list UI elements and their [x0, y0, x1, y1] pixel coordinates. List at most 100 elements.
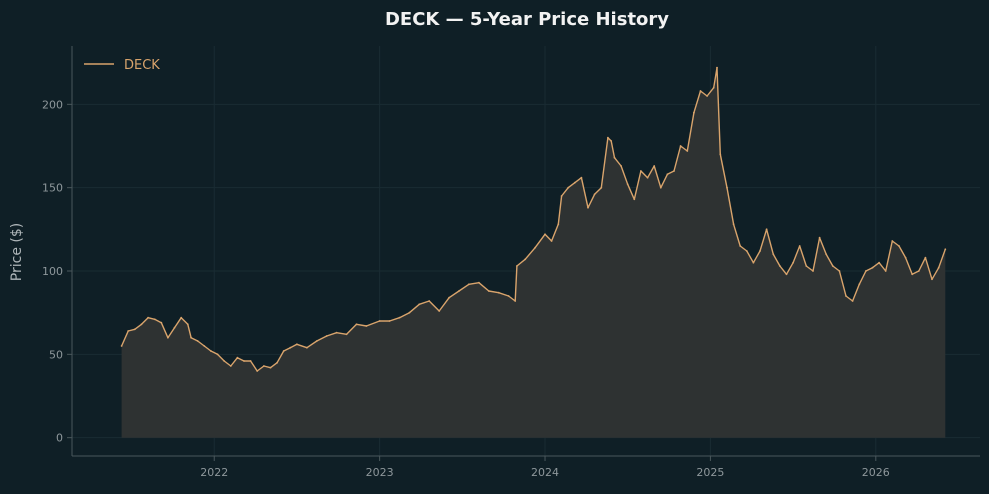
data-point: [805, 265, 808, 267]
data-point: [818, 236, 821, 239]
data-point: [600, 186, 603, 189]
data-point: [263, 365, 265, 367]
data-point: [210, 350, 212, 352]
data-point: [120, 345, 123, 347]
data-point: [229, 365, 232, 367]
data-point: [626, 183, 629, 186]
data-point: [633, 198, 636, 201]
data-point: [858, 283, 861, 286]
data-point: [607, 136, 609, 139]
data-point: [640, 170, 642, 172]
x-tick-label: 2026: [862, 466, 890, 479]
y-tick-label: 0: [56, 432, 63, 445]
data-point: [659, 186, 662, 189]
y-tick-label: 50: [49, 348, 63, 361]
data-point: [917, 270, 920, 272]
data-point: [646, 176, 649, 179]
data-point: [153, 318, 156, 321]
data-point: [772, 253, 775, 256]
data-point: [898, 245, 900, 247]
data-point: [812, 270, 814, 272]
y-axis-label: Price ($): [9, 223, 25, 281]
data-point: [507, 295, 510, 297]
data-point: [478, 281, 480, 284]
data-point: [418, 303, 421, 306]
data-point: [428, 300, 431, 302]
x-tick-label: 2025: [696, 466, 724, 479]
data-point: [180, 316, 183, 319]
x-tick-label: 2024: [531, 466, 559, 479]
data-point: [335, 331, 338, 334]
data-point: [845, 295, 847, 297]
x-tick-label: 2022: [200, 466, 228, 479]
data-point: [931, 278, 933, 281]
data-point: [831, 265, 834, 267]
data-point: [140, 323, 143, 326]
x-tick-label: 2023: [366, 466, 394, 479]
data-point: [878, 261, 880, 264]
data-point: [306, 346, 308, 349]
data-point: [282, 350, 285, 352]
data-point: [388, 320, 391, 322]
data-point: [679, 145, 682, 147]
data-point: [871, 266, 874, 269]
data-point: [550, 240, 553, 242]
data-point: [223, 360, 226, 362]
data-point: [759, 250, 761, 252]
tick-labels: 0 50 100 150 200 2022 2023 2024 2025 2026: [42, 98, 890, 479]
data-point: [448, 296, 450, 299]
data-point: [765, 228, 768, 231]
data-point: [911, 273, 914, 276]
series-area-deck: [121, 67, 946, 438]
data-point: [516, 265, 518, 267]
data-point: [173, 326, 176, 329]
data-point: [378, 320, 381, 322]
data-point: [573, 181, 576, 184]
data-point: [567, 186, 570, 189]
data-point: [825, 253, 828, 256]
data-point: [345, 333, 348, 336]
data-point: [296, 343, 298, 346]
data-point: [752, 261, 755, 264]
data-point: [904, 256, 907, 259]
data-point: [497, 291, 500, 294]
data-point: [147, 316, 150, 319]
data-point: [653, 165, 656, 167]
data-point: [160, 321, 163, 324]
data-point: [514, 300, 517, 302]
data-point: [937, 266, 940, 269]
data-point: [249, 360, 252, 362]
data-point: [487, 290, 490, 292]
data-point: [315, 340, 318, 342]
data-point: [593, 193, 596, 196]
data-point: [127, 330, 130, 332]
chart-title: DECK — 5-Year Price History: [385, 9, 669, 30]
data-point: [256, 370, 259, 372]
data-point: [365, 325, 368, 327]
data-point: [610, 140, 613, 142]
data-point: [739, 245, 742, 247]
data-point: [524, 258, 527, 261]
axes: [71, 46, 980, 457]
data-point: [719, 153, 722, 156]
data-point: [236, 356, 239, 359]
data-point: [779, 265, 781, 267]
data-point: [686, 150, 689, 152]
data-point: [398, 316, 401, 319]
data-point: [924, 256, 927, 259]
data-point: [620, 165, 622, 167]
data-point: [190, 336, 193, 339]
data-point: [438, 310, 441, 312]
data-point: [196, 340, 199, 342]
y-tick-label: 150: [42, 182, 63, 195]
data-point: [557, 223, 560, 226]
data-point: [613, 156, 616, 159]
data-point: [167, 336, 169, 339]
data-point: [693, 111, 695, 114]
data-point: [891, 240, 894, 242]
data-point: [269, 366, 272, 369]
y-tick-label: 100: [42, 265, 63, 278]
data-point: [851, 300, 854, 302]
data-point: [289, 346, 292, 349]
data-point: [580, 176, 583, 179]
